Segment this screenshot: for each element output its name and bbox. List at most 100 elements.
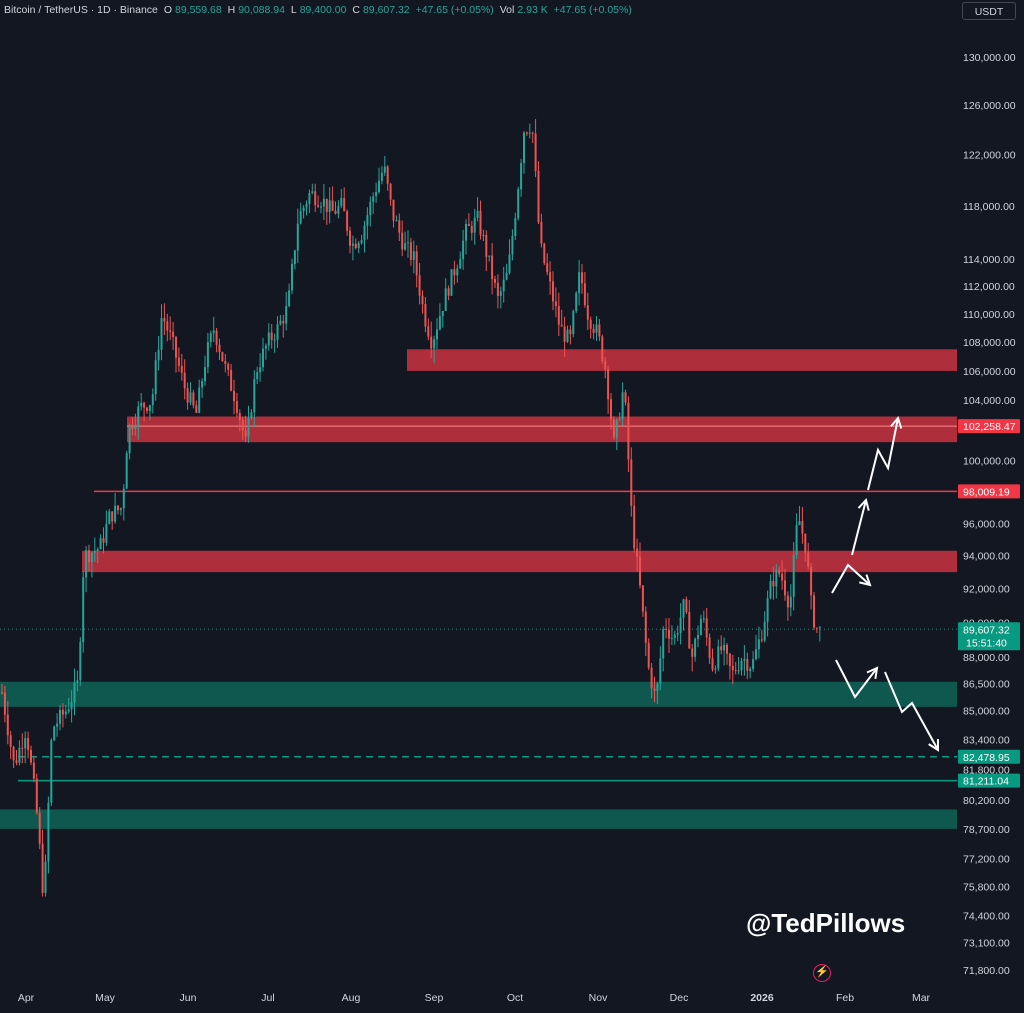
volume-change-value: +47.65 (+0.05%) (553, 4, 632, 16)
candle-body (282, 320, 285, 324)
candle-body (784, 580, 786, 596)
projection-arrow-up-2-head (890, 415, 903, 429)
candle-body (1, 692, 3, 694)
lightning-bolt-icon[interactable]: ⚡ (813, 964, 831, 982)
open-label: O (163, 4, 172, 16)
candle-body (285, 306, 288, 324)
candle-body (340, 198, 343, 206)
candle-body (494, 279, 496, 283)
price-axis-label: 106,000.00 (963, 366, 1016, 378)
price-tag-label: 82,478.95 (963, 752, 1010, 764)
price-tag (958, 622, 1020, 651)
candle-body (291, 264, 293, 291)
candle-body (520, 163, 523, 190)
candle-body (708, 637, 711, 659)
candle-body (128, 424, 131, 454)
candle-body (21, 747, 24, 749)
candle-body (38, 812, 41, 844)
candle-body (528, 132, 531, 134)
author-watermark: @TedPillows (746, 908, 906, 938)
candle-body (215, 330, 218, 345)
candle-body (720, 646, 723, 651)
time-axis-label: Aug (342, 992, 361, 1004)
candle-body (93, 550, 96, 553)
candle-body (459, 259, 462, 269)
candle-body (578, 272, 581, 294)
candle-body (35, 778, 38, 813)
candle-body (256, 372, 259, 380)
candle-body (679, 617, 682, 634)
candle-body (76, 680, 79, 683)
candle-body (726, 644, 728, 654)
candle-body (581, 272, 583, 284)
candle-body (769, 580, 772, 599)
support-zone (0, 681, 957, 707)
candle-body (351, 243, 354, 246)
candle-body (705, 618, 708, 638)
candle-body (32, 762, 35, 779)
high-value: 90,088.94 (238, 4, 285, 16)
candle-body (598, 324, 601, 337)
candle-body (169, 330, 172, 332)
price-axis-label: 74,400.00 (963, 910, 1010, 922)
candle-body (363, 225, 366, 240)
candle-body (476, 210, 479, 218)
candle-body (737, 670, 740, 672)
candle-body (288, 290, 291, 307)
candle-body (166, 321, 169, 331)
candle-body (595, 324, 598, 333)
candle-body (659, 658, 662, 684)
candle-body (691, 648, 694, 657)
candle-body (433, 339, 436, 349)
candle-body (108, 511, 111, 524)
projection-arrow-up-1 (851, 499, 867, 556)
price-axis-label: 71,800.00 (963, 965, 1010, 977)
price-axis-label: 96,000.00 (963, 518, 1010, 530)
candle-body (360, 239, 363, 244)
candle-body (534, 133, 537, 171)
candle-body (409, 242, 412, 260)
time-axis-label: Jun (180, 992, 197, 1004)
candle-body (148, 405, 151, 411)
ohlc-legend: Bitcoin / TetherUS · 1D · Binance O 89,55… (4, 4, 635, 16)
candle-body (549, 272, 552, 282)
candle-body (499, 291, 502, 296)
candle-body (244, 430, 247, 437)
symbol-label[interactable]: Bitcoin / TetherUS · 1D · Binance (4, 4, 158, 16)
price-axis-label: 100,000.00 (963, 456, 1016, 468)
candle-body (467, 223, 470, 226)
candle-body (85, 550, 88, 578)
candle-body (740, 660, 743, 671)
price-axis-label: 77,200.00 (963, 853, 1010, 865)
candle-body (99, 538, 102, 550)
price-axis-label: 126,000.00 (963, 100, 1016, 112)
candle-body (552, 281, 554, 302)
candle-body (714, 668, 717, 670)
candle-body (267, 332, 270, 346)
candle-body (743, 658, 746, 661)
candle-body (412, 251, 415, 260)
candle-body (221, 352, 224, 362)
time-axis-label: Dec (670, 992, 689, 1004)
candle-body (525, 132, 528, 134)
candle-body (813, 595, 815, 628)
candle-body (273, 339, 276, 341)
candle-body (233, 390, 235, 402)
candle-body (337, 205, 340, 214)
currency-button[interactable]: USDT (962, 2, 1016, 20)
candle-body (296, 223, 299, 251)
candle-body (308, 192, 311, 205)
candle-body (380, 172, 383, 181)
candle-body (177, 357, 180, 366)
open-value: 89,559.68 (174, 4, 222, 16)
candle-body (731, 665, 734, 670)
candle-body (543, 243, 546, 264)
candle-body (795, 525, 798, 556)
candle-body (346, 211, 349, 231)
candle-body (24, 738, 27, 749)
candle-body (392, 199, 395, 221)
candle-body (592, 328, 595, 333)
candle-body (73, 682, 76, 703)
